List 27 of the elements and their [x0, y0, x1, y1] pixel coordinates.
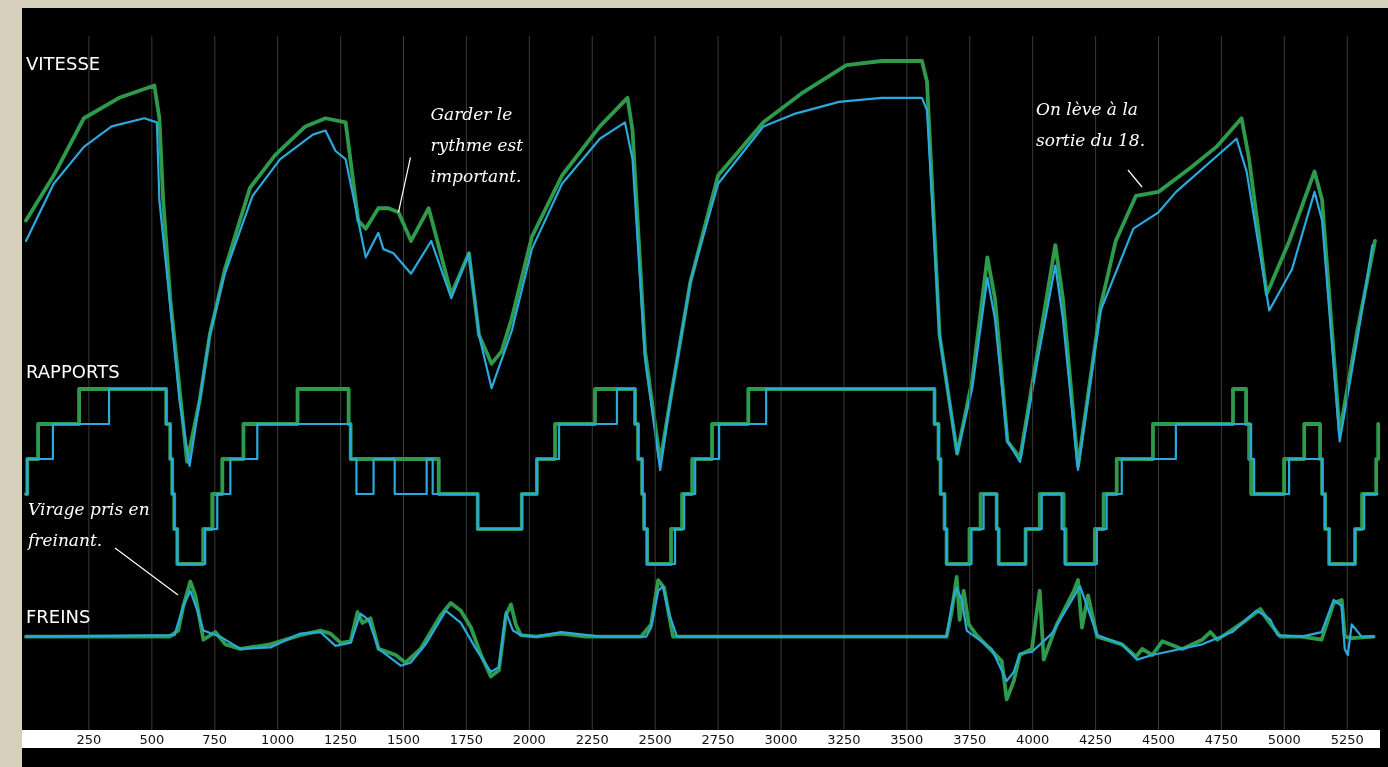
x-tick-label: 1250: [324, 732, 358, 747]
x-tick-label: 3000: [764, 732, 798, 747]
x-tick-label: 5250: [1330, 732, 1364, 747]
x-tick-label: 500: [139, 732, 165, 747]
x-tick-label: 3500: [890, 732, 924, 747]
annotation: On lève à la sortie du 18.: [1036, 99, 1146, 150]
x-tick-label: 250: [76, 732, 102, 747]
x-tick-label: 1000: [261, 732, 295, 747]
x-tick-label: 2250: [575, 732, 609, 747]
x-tick-label: 4000: [1016, 732, 1050, 747]
x-tick-label: 3250: [827, 732, 861, 747]
text: FREINS: [26, 606, 91, 627]
x-tick-label: 3750: [953, 732, 987, 747]
annotation: Virage pris en freinant.: [26, 499, 150, 550]
x-tick-label: 2000: [512, 732, 546, 747]
x-tick-label: 5000: [1267, 732, 1301, 747]
x-tick-label: 2750: [701, 732, 735, 747]
chart-title: RAPPORTS: [26, 361, 120, 382]
x-tick-label: 4750: [1204, 732, 1238, 747]
x-tick-label: 750: [202, 732, 228, 747]
x-tick-label: 1750: [449, 732, 483, 747]
x-tick-label: 2500: [638, 732, 672, 747]
x-tick-label: 4500: [1141, 732, 1176, 747]
x-tick-label: 1500: [386, 732, 421, 747]
x-tick-label: 4250: [1079, 732, 1113, 747]
chart-title: VITESSE: [26, 53, 101, 74]
annotation: Garder le rythme est important.: [430, 104, 524, 187]
